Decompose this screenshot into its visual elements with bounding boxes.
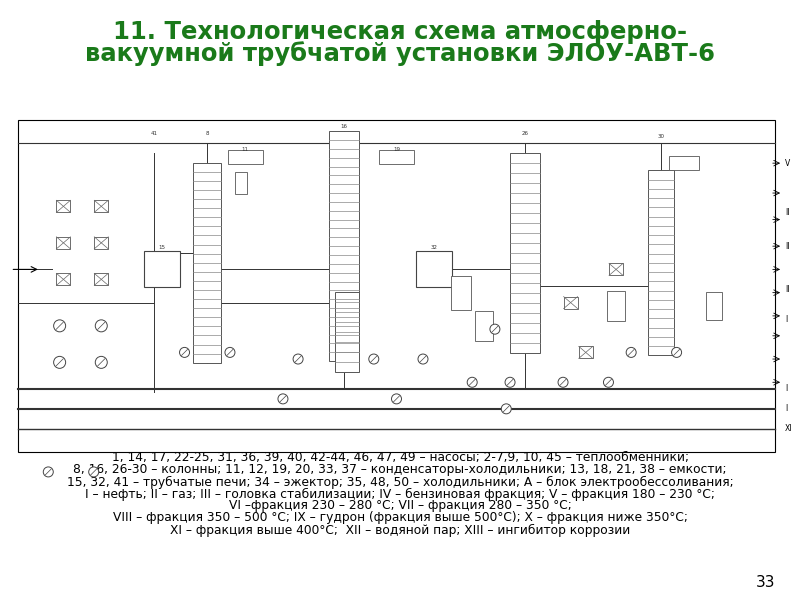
Bar <box>474 311 493 341</box>
Text: 8: 8 <box>206 131 209 136</box>
Bar <box>235 172 247 194</box>
Circle shape <box>89 467 98 477</box>
Circle shape <box>391 394 402 404</box>
Bar <box>706 292 722 320</box>
Text: 16: 16 <box>340 124 347 129</box>
Bar <box>329 131 358 361</box>
Bar <box>94 200 108 212</box>
Bar <box>609 263 623 275</box>
Circle shape <box>558 377 568 387</box>
Text: 8, 16, 26-30 – колонны; 11, 12, 19, 20, 33, 37 – конденсаторы-холодильники; 13, : 8, 16, 26-30 – колонны; 11, 12, 19, 20, … <box>74 463 726 476</box>
Text: 26: 26 <box>522 131 529 136</box>
Bar <box>335 292 359 373</box>
Bar <box>194 163 222 363</box>
Circle shape <box>43 467 54 477</box>
Circle shape <box>418 354 428 364</box>
Text: VI –фракция 230 – 280 °С; VII – фракция 280 – 350 °С;: VI –фракция 230 – 280 °С; VII – фракция … <box>229 499 571 512</box>
Text: 11: 11 <box>242 148 249 152</box>
Bar <box>669 156 699 170</box>
Circle shape <box>278 394 288 404</box>
Text: 11. Технологическая схема атмосферно-: 11. Технологическая схема атмосферно- <box>113 20 687 44</box>
Bar <box>227 149 262 164</box>
Text: 1, 14, 17, 22-25, 31, 36, 39, 40, 42-44, 46, 47, 49 – насосы; 2-7,9, 10, 45 – те: 1, 14, 17, 22-25, 31, 36, 39, 40, 42-44,… <box>111 451 689 464</box>
Circle shape <box>505 377 515 387</box>
Circle shape <box>225 347 235 358</box>
Circle shape <box>54 356 66 368</box>
Text: I: I <box>785 385 787 394</box>
Circle shape <box>369 354 378 364</box>
Text: вакуумной трубчатой установки ЭЛОУ-АВТ-6: вакуумной трубчатой установки ЭЛОУ-АВТ-6 <box>85 41 715 67</box>
Text: II: II <box>785 208 790 217</box>
Circle shape <box>467 377 477 387</box>
Bar <box>18 120 775 452</box>
Text: V: V <box>785 158 790 167</box>
Bar <box>57 200 70 212</box>
Text: 15, 32, 41 – трубчатые печи; 34 – эжектор; 35, 48, 50 – холодильники; А – блок э: 15, 32, 41 – трубчатые печи; 34 – эжекто… <box>66 475 734 488</box>
Circle shape <box>179 347 190 358</box>
Circle shape <box>490 324 500 334</box>
Text: 41: 41 <box>150 131 158 136</box>
Bar <box>578 346 593 358</box>
Text: VIII – фракция 350 – 500 °С; IX – гудрон (фракция выше 500°С); X – фракция ниже : VIII – фракция 350 – 500 °С; IX – гудрон… <box>113 511 687 524</box>
Bar <box>416 251 452 287</box>
Text: II: II <box>785 242 790 251</box>
Circle shape <box>502 404 511 414</box>
Bar <box>94 274 108 286</box>
Circle shape <box>95 356 107 368</box>
Bar <box>379 149 414 164</box>
Bar <box>607 291 625 321</box>
Text: I: I <box>785 404 787 413</box>
Bar <box>510 153 540 353</box>
Bar <box>564 296 578 308</box>
Text: 30: 30 <box>658 134 665 139</box>
Circle shape <box>626 347 636 358</box>
Text: I: I <box>785 314 787 323</box>
Bar <box>57 237 70 249</box>
Circle shape <box>603 377 614 387</box>
Bar <box>649 170 674 355</box>
Circle shape <box>671 347 682 358</box>
Circle shape <box>54 320 66 332</box>
Bar <box>144 251 180 287</box>
Circle shape <box>95 320 107 332</box>
Circle shape <box>293 354 303 364</box>
Text: 33: 33 <box>755 575 775 590</box>
Bar <box>94 237 108 249</box>
Text: II: II <box>785 285 790 294</box>
Text: XI – фракция выше 400°С;  XII – водяной пар; XIII – ингибитор коррозии: XI – фракция выше 400°С; XII – водяной п… <box>170 523 630 536</box>
Text: 19: 19 <box>393 148 400 152</box>
Text: I – нефть; II – газ; III – головка стабилизации; IV – бензиновая фракция; V – фр: I – нефть; II – газ; III – головка стаби… <box>85 487 715 500</box>
Text: 32: 32 <box>431 245 438 250</box>
Text: 15: 15 <box>158 245 166 250</box>
Text: XI: XI <box>785 424 793 433</box>
Bar <box>57 274 70 286</box>
Bar <box>451 275 471 310</box>
